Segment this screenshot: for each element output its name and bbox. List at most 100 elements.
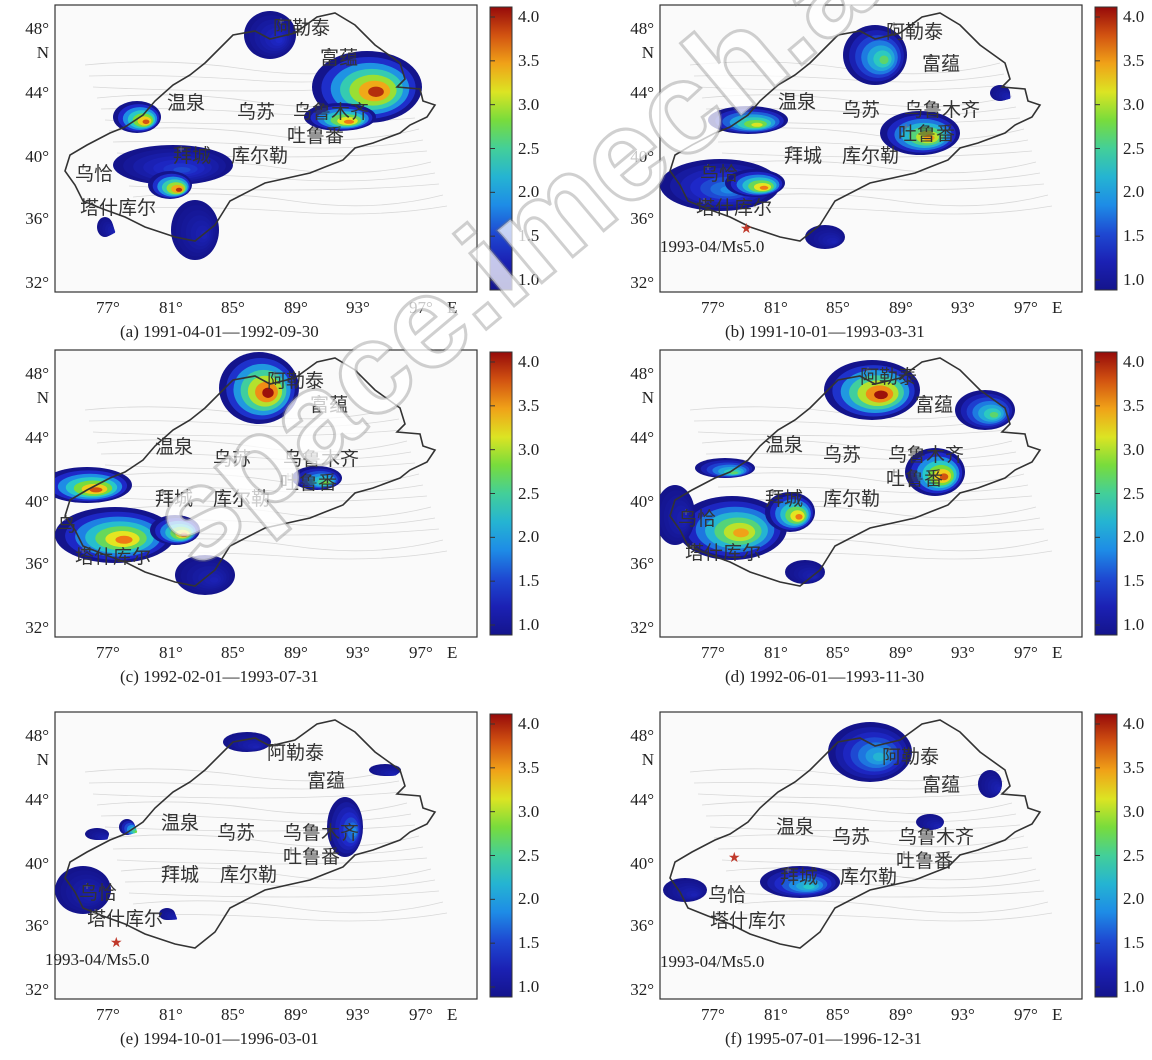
y-tick-label: 32° (25, 273, 49, 292)
anomaly-region (292, 466, 342, 490)
anomaly-region (304, 103, 376, 131)
x-tick-label: 89° (284, 643, 308, 662)
colorbar-tick-label: 4.0 (518, 714, 540, 733)
x-tick-label: 77° (701, 298, 725, 317)
x-tick-label: 97° (1014, 298, 1038, 317)
place-label: 拜城 (780, 866, 819, 888)
colorbar-tick-label: 3.0 (518, 439, 540, 459)
city-marker (84, 883, 90, 889)
city-marker (847, 146, 853, 152)
city-marker (893, 445, 899, 451)
y-tick-label: N (36, 750, 49, 769)
x-tick-label: 81° (159, 643, 183, 662)
y-tick-label: 40° (25, 492, 49, 511)
map-frame (54, 711, 478, 1000)
y-tick-label: 40° (25, 854, 49, 873)
colorbar-tick-label: 3.5 (1123, 757, 1145, 777)
colorbar-tick-label: 3.5 (518, 757, 540, 777)
x-tick-label: 93° (346, 298, 370, 317)
colorbar-tick-label: 4.0 (1123, 7, 1145, 26)
place-label: 温泉 (776, 816, 815, 838)
x-tick-label: 85° (826, 298, 850, 317)
colorbar-tick-label: 4.0 (1123, 352, 1145, 371)
x-tick-label: 85° (221, 643, 245, 662)
city-marker (783, 92, 789, 98)
place-label: 乌恰 (678, 508, 717, 530)
city-marker (288, 847, 294, 853)
y-tick-label: N (641, 43, 654, 62)
colorbar-tick-label: 1.0 (1123, 615, 1145, 634)
anomaly-region (55, 866, 111, 914)
y-tick-label: 40° (25, 147, 49, 166)
colorbar-tick-label: 4.0 (518, 352, 540, 371)
place-label: 阿勒泰 (886, 21, 944, 43)
x-tick-label: 81° (159, 298, 183, 317)
place-label: 乌恰 (75, 163, 114, 185)
epicenter-star: ★ (740, 222, 753, 237)
city-marker (285, 473, 291, 479)
city-marker (701, 198, 707, 204)
map-svg (54, 349, 513, 638)
panel-caption: (c) 1992-02-01—1993-07-31 (120, 667, 319, 686)
place-label: 库尔勒 (213, 488, 271, 510)
anomaly-region (97, 217, 116, 237)
x-tick-label: 93° (346, 1005, 370, 1024)
y-tick-label: 48° (25, 726, 49, 745)
city-marker (891, 469, 897, 475)
place-label: 阿勒泰 (882, 746, 940, 768)
x-tick-label: 97° (409, 298, 433, 317)
city-marker (80, 164, 86, 170)
colorbar-tick-label: 2.5 (1123, 483, 1145, 503)
place-label: 乌恰 (79, 882, 118, 904)
colorbar-tick-label: 1.0 (518, 977, 540, 996)
city-marker (920, 395, 926, 401)
anomaly-region (244, 11, 296, 59)
city-marker (236, 146, 242, 152)
y-tick-label: 32° (630, 980, 654, 999)
city-marker (166, 865, 172, 871)
xinjiang-boundary (64, 719, 437, 949)
colorbar-tick-label: 1.5 (518, 571, 540, 591)
colorbar-tick-label: 1.5 (1123, 933, 1145, 953)
place-label: 吐鲁番 (896, 850, 954, 872)
y-tick-label: 40° (630, 492, 654, 511)
city-marker (891, 22, 897, 28)
place-label: 吐鲁番 (886, 468, 944, 490)
city-marker (828, 489, 834, 495)
x-tick-label: 97° (409, 1005, 433, 1024)
panel-caption: (f) 1995-07-01—1996-12-31 (725, 1029, 922, 1048)
anomaly-region (175, 555, 235, 595)
anomaly-region (978, 770, 1002, 798)
anomaly-region (148, 171, 192, 199)
anomaly-region (677, 496, 787, 560)
y-tick-label: 44° (630, 790, 654, 809)
city-marker (225, 865, 231, 871)
x-tick-label: 85° (221, 1005, 245, 1024)
city-marker (781, 817, 787, 823)
epicenter-label: 1993-04/Ms5.0 (660, 952, 765, 971)
city-marker (288, 823, 294, 829)
x-tick-label: 89° (889, 298, 913, 317)
colorbar-tick-label: 4.0 (1123, 714, 1145, 733)
colorbar-tick-label: 1.5 (1123, 571, 1145, 591)
city-marker (278, 18, 284, 24)
y-tick-label: 48° (630, 726, 654, 745)
place-label: 阿勒泰 (267, 742, 325, 764)
city-marker (325, 48, 331, 54)
anomaly-region (85, 828, 109, 840)
place-label: 乌鲁木齐 (898, 826, 975, 848)
city-marker (292, 126, 298, 132)
y-tick-label: 44° (25, 83, 49, 102)
colorbar-tick-label: 1.5 (1123, 226, 1145, 246)
y-tick-label: 36° (25, 209, 49, 228)
panel-caption: (b) 1991-10-01—1993-03-31 (725, 322, 925, 341)
city-marker (298, 102, 304, 108)
city-marker (272, 371, 278, 377)
x-tick-label: 81° (159, 1005, 183, 1024)
anomaly-region (765, 492, 815, 532)
place-label: 乌 (57, 514, 77, 536)
y-tick-label: 32° (630, 618, 654, 637)
anomaly-region (327, 797, 363, 857)
city-marker (683, 509, 689, 515)
city-marker (218, 449, 224, 455)
